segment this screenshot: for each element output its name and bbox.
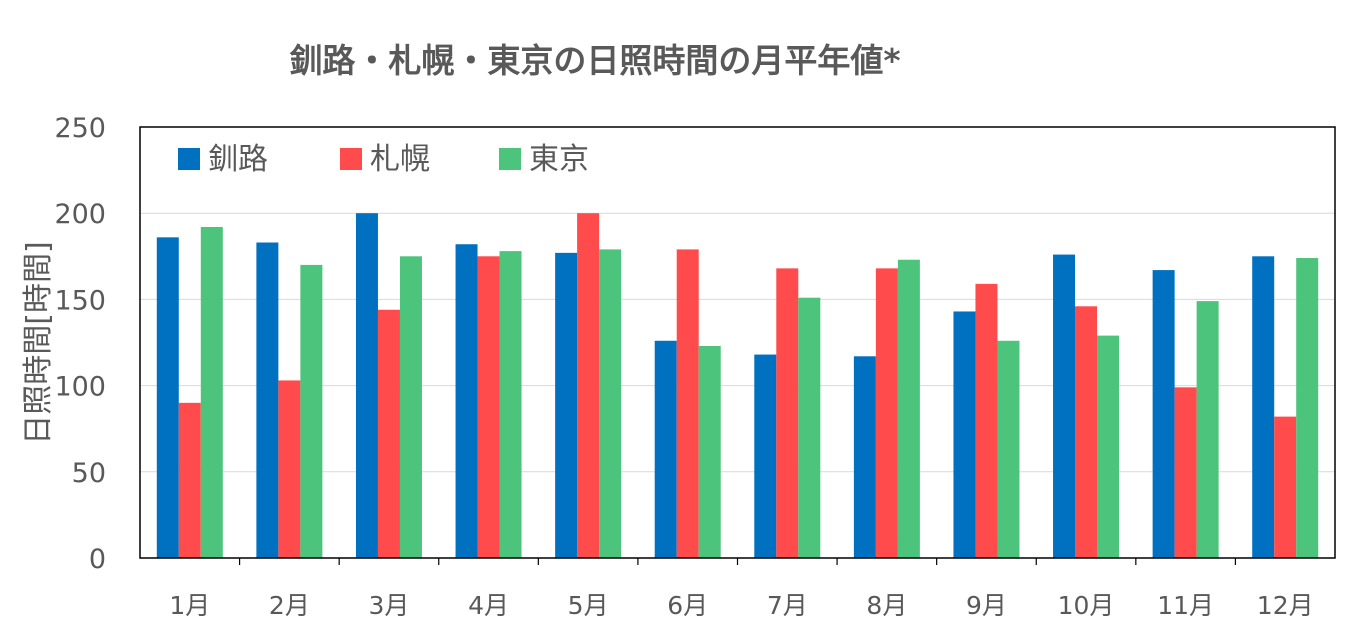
y-tick-label: 200	[54, 199, 106, 230]
x-tick-label: 3月	[369, 591, 410, 620]
x-tick-label: 5月	[568, 591, 609, 620]
bar-釧路-12月	[1252, 256, 1275, 558]
gridlines	[140, 212, 1335, 473]
bar-札幌-8月	[875, 268, 898, 558]
bar-東京-3月	[399, 256, 422, 558]
bar-釧路-7月	[754, 354, 777, 558]
y-axis-ticks: 0 50 100 150 200 250	[54, 113, 106, 575]
bar-札幌-10月	[1075, 306, 1098, 558]
bar-東京-12月	[1296, 258, 1319, 558]
bar-札幌-2月	[278, 380, 301, 558]
bar-釧路-1月	[156, 237, 179, 558]
legend-label-札幌: 札幌	[370, 142, 430, 177]
x-tick-label: 1月	[169, 591, 210, 620]
x-tick-label: 8月	[866, 591, 907, 620]
bar-札幌-12月	[1274, 416, 1297, 558]
bar-釧路-3月	[355, 213, 378, 558]
bar-釧路-9月	[953, 311, 976, 558]
x-tick-label: 11月	[1157, 591, 1214, 620]
x-axis-ticks: 1月 2月 3月 4月 5月 6月 7月 8月 9月 10月 11月 12月	[169, 558, 1314, 620]
legend-swatch-釧路	[178, 148, 200, 170]
bar-札幌-11月	[1174, 387, 1197, 558]
bar-釧路-8月	[853, 356, 876, 558]
x-tick-label: 10月	[1058, 591, 1115, 620]
legend-swatch-札幌	[340, 148, 362, 170]
y-tick-label: 100	[54, 372, 106, 403]
chart-title: 釧路・札幌・東京の日照時間の月平年値*	[289, 41, 900, 80]
bar-釧路-6月	[654, 340, 677, 558]
bar-釧路-5月	[555, 252, 578, 559]
bar-札幌-6月	[676, 249, 699, 559]
bar-札幌-4月	[477, 256, 500, 558]
bar-札幌-7月	[776, 268, 799, 558]
y-tick-label: 250	[54, 113, 106, 144]
x-tick-label: 4月	[468, 591, 509, 620]
y-tick-label: 150	[54, 285, 106, 316]
bar-東京-7月	[798, 297, 821, 558]
bar-東京-4月	[499, 251, 522, 559]
bar-東京-9月	[997, 340, 1020, 558]
bar-札幌-1月	[178, 402, 201, 558]
x-tick-label: 6月	[667, 591, 708, 620]
bar-札幌-3月	[377, 309, 400, 558]
y-tick-label: 50	[72, 458, 106, 489]
bar-釧路-4月	[455, 244, 478, 558]
bar-札幌-5月	[577, 213, 600, 558]
bar-東京-8月	[897, 259, 920, 558]
bar-東京-5月	[599, 249, 622, 559]
bar-札幌-9月	[975, 283, 998, 558]
x-tick-label: 12月	[1257, 591, 1314, 620]
bar-東京-11月	[1196, 301, 1219, 558]
x-tick-label: 7月	[767, 591, 808, 620]
bar-東京-10月	[1097, 335, 1120, 558]
bars	[156, 213, 1319, 559]
bar-東京-6月	[698, 345, 721, 558]
x-tick-label: 9月	[966, 591, 1007, 620]
y-axis-label: 日照時間[時間]	[21, 241, 56, 444]
bar-釧路-2月	[256, 242, 279, 558]
bar-釧路-11月	[1152, 270, 1175, 558]
bar-東京-2月	[300, 264, 323, 558]
bar-東京-1月	[200, 226, 223, 558]
legend-label-東京: 東京	[529, 142, 589, 177]
y-tick-label: 0	[89, 544, 106, 575]
legend-swatch-東京	[499, 148, 521, 170]
bar-釧路-10月	[1053, 254, 1076, 559]
legend: 釧路 札幌 東京	[178, 142, 589, 177]
legend-label-釧路: 釧路	[208, 142, 268, 177]
x-tick-label: 2月	[269, 591, 310, 620]
